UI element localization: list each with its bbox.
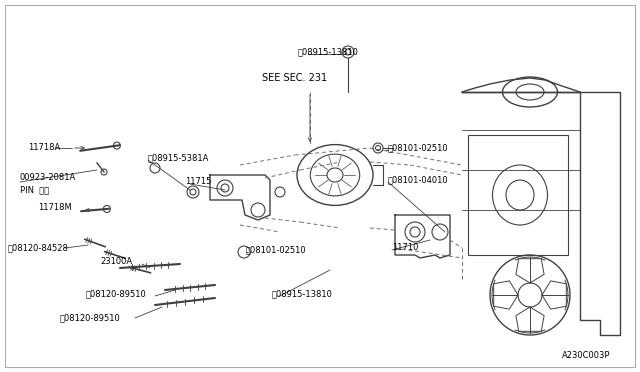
- Text: Ⓨ08915-13810: Ⓨ08915-13810: [272, 289, 333, 298]
- Text: 11718A: 11718A: [28, 144, 60, 153]
- Text: PIN  ピン: PIN ピン: [20, 186, 49, 195]
- Text: SEE SEC. 231: SEE SEC. 231: [262, 73, 327, 83]
- Text: Ⓒ08101-02510: Ⓒ08101-02510: [246, 246, 307, 254]
- Text: 00923-2081A: 00923-2081A: [20, 173, 76, 183]
- Text: 11710: 11710: [392, 244, 419, 253]
- Text: 11715: 11715: [185, 177, 211, 186]
- Text: Ⓒ08101-04010: Ⓒ08101-04010: [388, 176, 449, 185]
- Text: 23100A: 23100A: [100, 257, 132, 266]
- Text: Ⓒ08101-02510: Ⓒ08101-02510: [388, 144, 449, 153]
- Text: Ⓓ08120-89510: Ⓓ08120-89510: [60, 314, 121, 323]
- Text: Ⓓ08120-89510: Ⓓ08120-89510: [86, 289, 147, 298]
- Text: 11718M: 11718M: [38, 203, 72, 212]
- Text: A230C003P: A230C003P: [561, 352, 610, 360]
- Text: Ⓨ08915-13810: Ⓨ08915-13810: [298, 48, 359, 57]
- Text: Ⓓ08120-84528: Ⓓ08120-84528: [8, 244, 69, 253]
- Text: Ⓨ08915-5381A: Ⓨ08915-5381A: [148, 154, 209, 163]
